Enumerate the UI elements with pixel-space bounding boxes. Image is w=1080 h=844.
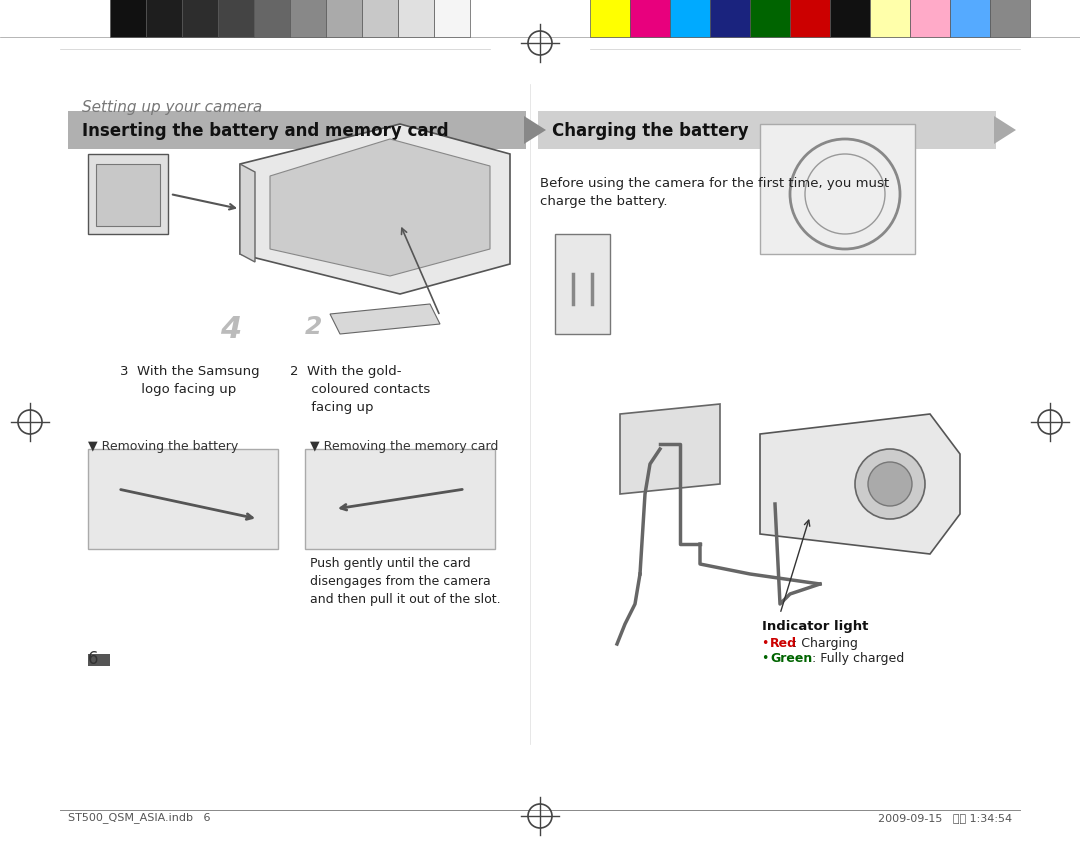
Polygon shape [270, 140, 490, 277]
Text: ▼ Removing the memory card: ▼ Removing the memory card [310, 440, 498, 452]
Polygon shape [760, 414, 960, 555]
Bar [183, 0, 218, 38]
Polygon shape [994, 116, 1016, 145]
Polygon shape [87, 154, 168, 235]
Bar [750, 0, 789, 38]
Bar [831, 0, 870, 38]
Text: Green: Green [770, 652, 812, 664]
Polygon shape [240, 165, 255, 262]
Bar [110, 0, 146, 38]
Bar [254, 0, 291, 38]
Polygon shape [555, 235, 610, 334]
Bar [910, 0, 950, 38]
Text: Setting up your camera: Setting up your camera [82, 100, 262, 115]
Polygon shape [330, 305, 440, 334]
Bar [218, 0, 254, 38]
Circle shape [855, 450, 924, 519]
Text: •: • [762, 636, 773, 649]
Text: Before using the camera for the first time, you must
charge the battery.: Before using the camera for the first ti… [540, 176, 889, 208]
Text: Red: Red [770, 636, 797, 649]
Bar [434, 0, 470, 38]
Bar [760, 125, 915, 255]
Text: 4: 4 [220, 315, 241, 344]
Bar [630, 0, 670, 38]
Text: 2  With the gold-
     coloured contacts
     facing up: 2 With the gold- coloured contacts facin… [291, 365, 430, 414]
Text: •: • [762, 652, 773, 664]
Text: : Fully charged: : Fully charged [812, 652, 904, 664]
Bar [990, 0, 1030, 38]
Text: 2: 2 [305, 315, 322, 338]
Bar [399, 0, 434, 38]
Text: 3  With the Samsung
     logo facing up: 3 With the Samsung logo facing up [120, 365, 259, 396]
Text: Charging the battery: Charging the battery [552, 122, 748, 140]
Bar [590, 0, 630, 38]
Bar [710, 0, 750, 38]
Polygon shape [524, 116, 546, 145]
Bar [538, 112, 996, 150]
Bar [789, 0, 831, 38]
Text: Inserting the battery and memory card: Inserting the battery and memory card [82, 122, 448, 140]
Text: ▼ Removing the battery: ▼ Removing the battery [87, 440, 239, 452]
Bar [670, 0, 710, 38]
Text: : Charging: : Charging [793, 636, 858, 649]
Text: 1: 1 [110, 165, 132, 194]
Text: 6: 6 [87, 649, 98, 668]
Polygon shape [620, 404, 720, 495]
Text: Indicator light: Indicator light [762, 619, 868, 632]
Bar [950, 0, 990, 38]
Bar [68, 112, 526, 150]
Bar [362, 0, 399, 38]
Bar [87, 450, 278, 549]
Bar [305, 450, 495, 549]
Bar [146, 0, 183, 38]
Circle shape [868, 463, 912, 506]
Bar [870, 0, 910, 38]
Bar [87, 654, 110, 666]
Polygon shape [240, 125, 510, 295]
Text: 2009-09-15   오후 1:34:54: 2009-09-15 오후 1:34:54 [878, 812, 1012, 822]
Bar [291, 0, 326, 38]
Text: Push gently until the card
disengages from the camera
and then pull it out of th: Push gently until the card disengages fr… [310, 556, 501, 605]
Bar [326, 0, 362, 38]
Text: ST500_QSM_ASIA.indb   6: ST500_QSM_ASIA.indb 6 [68, 811, 211, 822]
Polygon shape [96, 165, 160, 227]
